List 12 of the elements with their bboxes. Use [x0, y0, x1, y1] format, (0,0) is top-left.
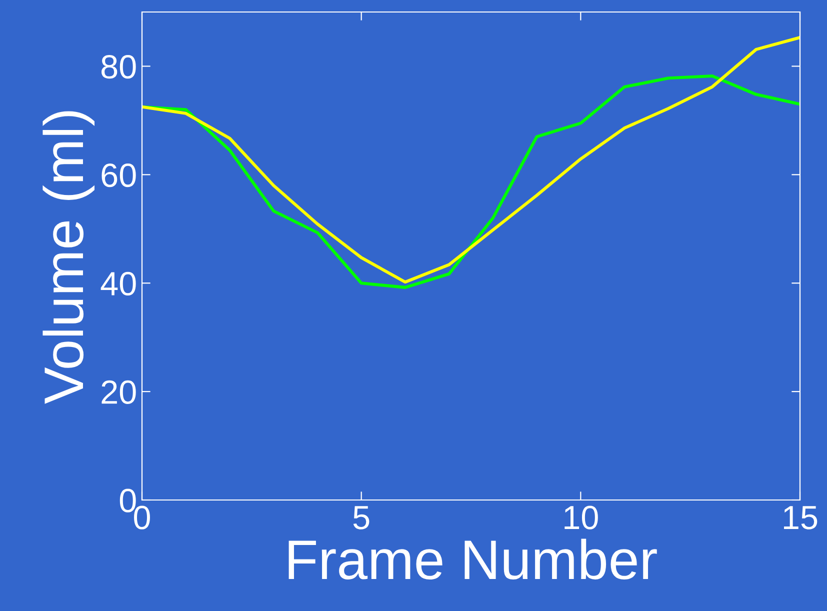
x-axis-title: Frame Number — [288, 538, 657, 580]
line-series — [142, 74, 800, 289]
y-axis-title: Volume (ml) — [42, 111, 94, 404]
x-tick-label: 10 — [564, 506, 598, 530]
y-tick-label: 20 — [102, 380, 136, 404]
y-tick-label: 60 — [102, 163, 136, 188]
x-tick-label: 15 — [784, 506, 818, 530]
y-tick-label: 0 — [120, 488, 136, 512]
line-series — [142, 36, 800, 284]
y-tick-label: 80 — [102, 55, 136, 79]
x-tick-label: 5 — [353, 506, 370, 530]
y-tick-label: 40 — [100, 272, 136, 296]
